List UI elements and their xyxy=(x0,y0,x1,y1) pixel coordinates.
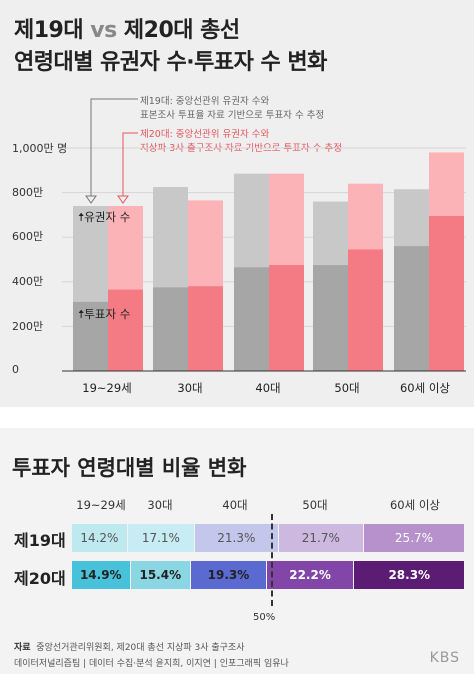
bar-20-ballots-2 xyxy=(269,265,304,371)
col-50s: 50대 xyxy=(302,498,328,512)
note-gray-1: 제19대: 중앙선관위 유권자 수와 xyxy=(140,96,270,107)
col-30s: 30대 xyxy=(147,498,173,512)
bar-20-ballots-4 xyxy=(429,216,464,371)
ytick-200: 200만 xyxy=(12,320,44,333)
col-60s: 60세 이상 xyxy=(389,498,441,512)
bar-19-ballots-3 xyxy=(313,265,348,371)
bar-chart xyxy=(62,98,466,372)
row20-seg-3: 22.2% xyxy=(266,561,354,589)
row-label-19: 제19대 xyxy=(14,531,66,550)
row19-seg-4: 25.7% xyxy=(363,524,464,552)
callout-red-arrow xyxy=(117,195,129,204)
bar-20-ballots-1 xyxy=(188,286,223,371)
section2-title: 투표자 연령대별 비율 변화 xyxy=(12,456,247,480)
row19-seg-0: 14.2% xyxy=(72,524,127,552)
title-line2: 연령대별 유권자 수·투표자 수 변화 xyxy=(14,50,327,75)
row20-seg-4: 28.3% xyxy=(354,561,465,589)
row19-seg-3: 21.7% xyxy=(278,524,363,552)
bar-19-ballots-1 xyxy=(153,287,188,371)
ytick-800: 800만 xyxy=(12,186,44,199)
col-40s: 40대 xyxy=(222,498,248,512)
xtick-30s: 30대 xyxy=(177,381,203,395)
xtick-50s: 50대 xyxy=(334,381,360,395)
ytick-1000: 1,000만 명 xyxy=(12,142,68,155)
note-gray-2: 표본조사 투표율 자료 기반으로 투표자 수 추정 xyxy=(140,110,325,121)
bar-20-ballots-0 xyxy=(108,289,143,371)
xtick-40s: 40대 xyxy=(255,381,281,395)
ballots-label: 🠅투표자 수 xyxy=(78,307,131,321)
title-20: 제20대 총선 xyxy=(123,18,240,43)
xtick-20s: 19~29세 xyxy=(82,381,132,395)
ytick-600: 600만 xyxy=(12,230,44,243)
row19-seg-1: 17.1% xyxy=(127,524,194,552)
bar-19-ballots-2 xyxy=(234,267,269,371)
row20-seg-2: 19.3% xyxy=(191,561,266,589)
footer-credits: 데이터저널리즘팀 | 데이터 수집·분석 윤지희, 이지연 | 인포그래픽 임유… xyxy=(14,659,289,669)
col-20s: 19~29세 xyxy=(76,498,126,512)
ytick-0: 0 xyxy=(12,363,19,376)
callout-red xyxy=(122,132,138,196)
row19-seg-2: 21.3% xyxy=(195,524,278,552)
footer-source: 자료 중앙선거관리위원회, 제20대 총선 지상파 3사 출구조사 xyxy=(14,643,245,653)
title-line1: 제19대 vs 제20대 총선 xyxy=(14,12,240,44)
row20-seg-1: 15.4% xyxy=(130,561,191,589)
fifty-label: 50% xyxy=(253,612,276,623)
bar-19-ballots-4 xyxy=(394,246,429,371)
fifty-line xyxy=(271,514,273,606)
voters-label: 🠅유권자 수 xyxy=(78,210,131,224)
row20-seg-0: 14.9% xyxy=(72,561,130,589)
note-red-1: 제20대: 중앙선관위 유권자 수와 xyxy=(140,129,270,140)
ytick-400: 400만 xyxy=(12,275,44,288)
kbs-logo: KBS xyxy=(429,650,460,666)
xtick-60s: 60세 이상 xyxy=(399,381,451,395)
title-19: 제19대 xyxy=(14,18,84,43)
bar-19-ballots-0 xyxy=(73,301,108,371)
bar-20-ballots-3 xyxy=(348,249,383,371)
title-vs: vs xyxy=(90,18,117,43)
callout-gray xyxy=(90,98,138,196)
callout-gray-arrow xyxy=(85,195,97,204)
row-label-20: 제20대 xyxy=(14,569,66,588)
